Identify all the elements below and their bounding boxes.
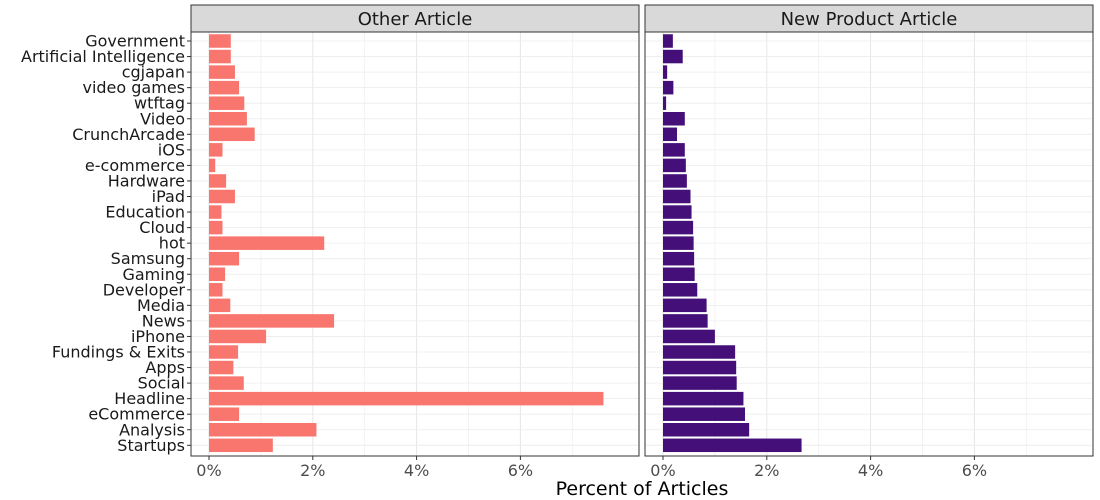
bar: [209, 34, 231, 48]
bar: [209, 80, 240, 95]
x-tick-label: 6%: [508, 461, 533, 480]
bar: [663, 189, 691, 204]
y-tick-label: Startups: [117, 436, 185, 455]
x-tick-label: 0%: [650, 461, 675, 480]
bar: [209, 49, 231, 64]
bar: [209, 423, 317, 437]
bar: [663, 438, 802, 453]
y-tick-label: Government: [85, 32, 185, 51]
bar: [663, 251, 695, 266]
bar: [209, 96, 245, 110]
bar: [663, 360, 737, 375]
bar: [209, 314, 335, 328]
x-tick-label: 4%: [858, 461, 883, 480]
bar: [663, 127, 678, 142]
bar: [209, 143, 223, 157]
bar: [663, 49, 683, 64]
bar: [209, 158, 216, 173]
x-tick-label: 6%: [962, 461, 987, 480]
bar: [209, 174, 227, 188]
y-tick-label: CrunchArcade: [72, 125, 185, 144]
y-tick-label: Apps: [145, 358, 185, 377]
bar: [209, 267, 226, 281]
y-tick-label: Hardware: [108, 171, 185, 190]
x-tick-label: 2%: [300, 461, 325, 480]
x-tick-label: 2%: [754, 461, 779, 480]
facet-strip-label: New Product Article: [781, 9, 958, 30]
bar: [209, 360, 234, 375]
bar: [663, 220, 694, 235]
y-tick-label: Gaming: [122, 265, 185, 284]
bar: [209, 376, 244, 390]
bar: [209, 236, 325, 250]
bar: [209, 283, 223, 297]
bar: [663, 329, 715, 344]
bar: [663, 158, 686, 173]
bar: [663, 143, 685, 157]
facet-strip-label: Other Article: [358, 9, 473, 30]
bar: [663, 80, 674, 95]
y-tick-label: video games: [82, 78, 185, 97]
y-tick-label: Media: [137, 296, 185, 315]
bar: [663, 423, 750, 437]
bar: [663, 314, 708, 328]
y-tick-label: Headline: [114, 389, 185, 408]
bar: [663, 391, 744, 406]
y-tick-label: Education: [105, 203, 185, 222]
bar: [663, 112, 685, 126]
panel-border: [190, 31, 640, 457]
bar: [663, 267, 695, 281]
bar: [663, 205, 692, 219]
bar: [663, 298, 707, 313]
bar: [663, 236, 694, 250]
y-tick-label: e-commerce: [85, 156, 185, 175]
y-tick-label: News: [142, 311, 185, 330]
bar: [209, 329, 267, 344]
bar: [209, 251, 240, 266]
bar: [663, 376, 737, 390]
y-tick-label: hot: [159, 234, 185, 253]
bar: [663, 174, 687, 188]
y-tick-label: Artificial Intelligence: [21, 47, 185, 66]
panel-border: [644, 31, 1094, 457]
bar: [209, 220, 223, 235]
bar: [209, 205, 222, 219]
bar: [663, 283, 698, 297]
y-tick-label: Social: [138, 374, 185, 393]
x-tick-label: 0%: [196, 461, 221, 480]
bar: [209, 112, 247, 126]
y-tick-label: Analysis: [119, 420, 185, 439]
y-tick-label: Video: [140, 109, 185, 128]
bar: [663, 65, 668, 79]
y-tick-label: Samsung: [111, 249, 185, 268]
bar: [209, 65, 235, 79]
bar: [663, 407, 745, 421]
bar: [663, 34, 673, 48]
bar: [209, 438, 273, 453]
facet-strip: [190, 4, 640, 33]
bar: [209, 407, 240, 421]
y-tick-label: iOS: [158, 140, 185, 159]
y-tick-label: Fundings & Exits: [52, 343, 185, 362]
y-tick-label: wtftag: [134, 94, 185, 113]
bar: [209, 127, 255, 142]
facet-strip: [644, 4, 1094, 33]
bar: [209, 391, 604, 406]
bar: [209, 298, 231, 313]
bar: [663, 96, 667, 110]
bar: [209, 345, 239, 359]
bar: [663, 345, 736, 359]
y-tick-label: eCommerce: [88, 405, 185, 424]
y-tick-label: iPad: [152, 187, 185, 206]
y-tick-label: Cloud: [139, 218, 185, 237]
y-tick-label: iPhone: [131, 327, 185, 346]
x-tick-label: 4%: [404, 461, 429, 480]
bar: [209, 189, 235, 204]
y-tick-label: Developer: [103, 280, 186, 299]
y-tick-label: cgjapan: [122, 63, 185, 82]
x-axis-title: Percent of Articles: [556, 478, 729, 500]
